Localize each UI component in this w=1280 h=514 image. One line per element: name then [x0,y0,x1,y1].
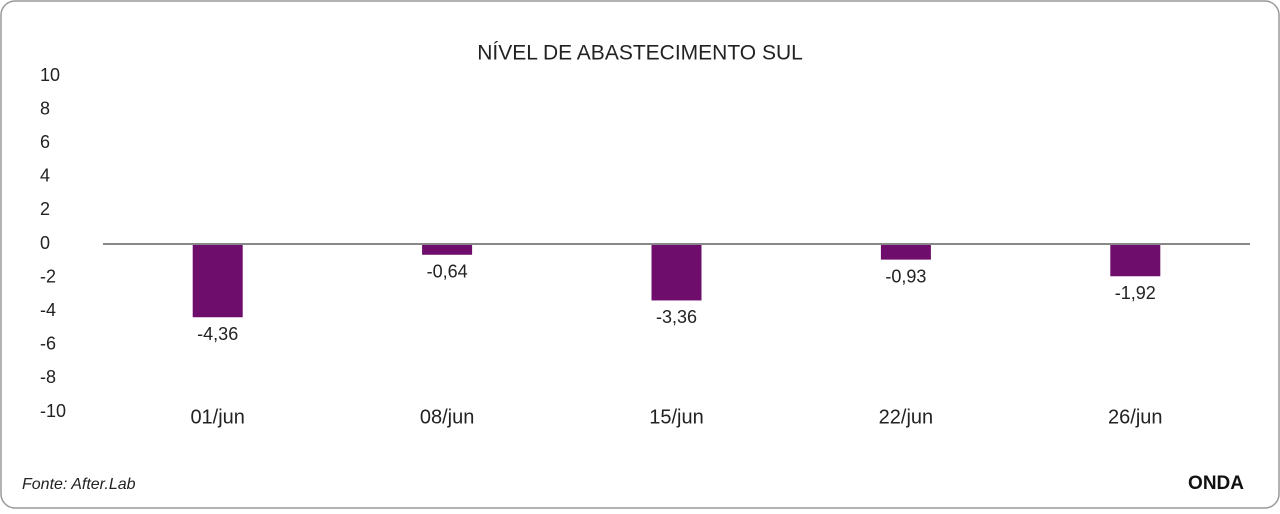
bar [651,244,702,301]
value-label: -4,36 [197,324,238,344]
y-tick-label: 0 [40,233,50,253]
value-label: -0,64 [427,262,468,282]
y-tick-label: 8 [40,98,50,118]
bar [192,244,243,318]
y-tick-label: -10 [40,401,66,421]
y-tick-label: -2 [40,266,56,286]
y-tick-label: 6 [40,132,50,152]
x-tick-label: 15/jun [649,406,704,428]
y-tick-label: 10 [40,65,60,85]
value-label: -1,92 [1115,283,1156,303]
y-tick-label: -8 [40,367,56,387]
value-label: -0,93 [885,266,926,286]
x-tick-label: 01/jun [190,406,245,428]
y-tick-label: 4 [40,166,50,186]
x-tick-label: 22/jun [879,406,934,428]
y-tick-label: -4 [40,300,56,320]
chart-title: NÍVEL DE ABASTECIMENTO SUL [477,42,803,65]
bar [422,244,473,255]
bar [880,244,931,260]
x-tick-label: 26/jun [1108,406,1163,428]
brand: ONDA [1188,473,1244,494]
value-label: -3,36 [656,307,697,327]
y-tick-label: 2 [40,199,50,219]
y-tick-label: -6 [40,334,56,354]
x-tick-label: 08/jun [420,406,475,428]
bar [1110,244,1161,277]
source: Fonte: After.Lab [22,476,136,493]
